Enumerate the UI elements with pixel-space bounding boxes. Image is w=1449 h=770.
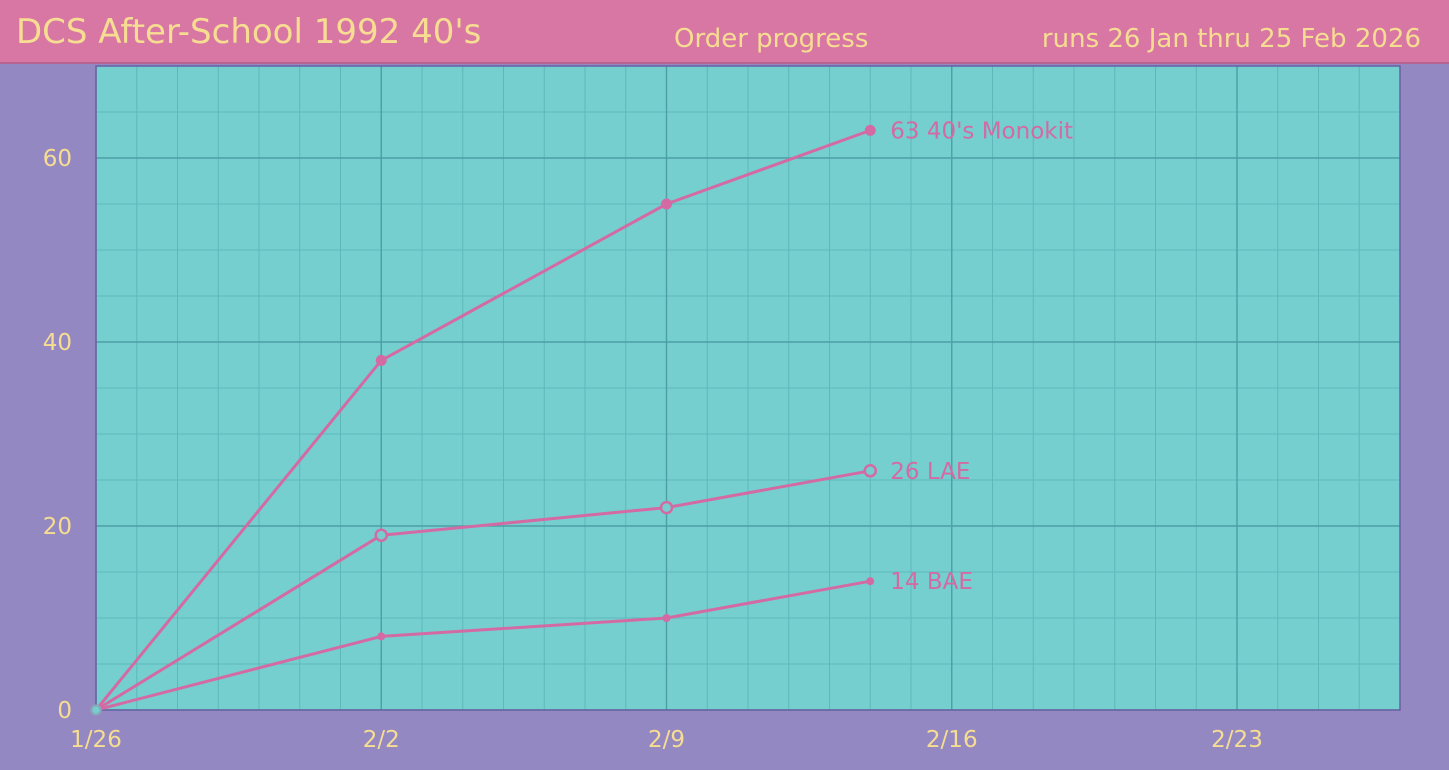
major-grid — [95, 65, 1401, 711]
x-tick-label: 2/23 — [1211, 727, 1263, 753]
series-line — [95, 579, 871, 712]
origin-point — [90, 704, 102, 716]
data-point — [374, 528, 388, 542]
series-layer: 63 40's Monokit 26 LAE 14 BAE — [90, 118, 1073, 716]
data-point — [661, 198, 672, 210]
x-tick-label: 2/2 — [363, 727, 400, 753]
data-point — [662, 614, 671, 622]
y-tick-label: 60 — [43, 146, 72, 172]
chart-header: DCS After-School 1992 40's Order progres… — [0, 0, 1449, 64]
series-line — [95, 469, 871, 712]
series-end-label: 63 40's Monokit — [890, 118, 1073, 144]
data-point — [866, 577, 875, 586]
series-lae: 26 LAE — [90, 459, 970, 716]
data-point — [864, 124, 876, 136]
series-bae: 14 BAE — [90, 569, 973, 716]
y-tick-label: 0 — [57, 698, 72, 724]
date-range-label: runs 26 Jan thru 25 Feb 2026 — [1041, 24, 1421, 54]
plot-border — [95, 65, 1401, 711]
x-tick-label: 2/9 — [648, 727, 685, 753]
data-point — [377, 632, 386, 641]
chart-subtitle: Order progress — [674, 24, 869, 54]
series-end-label: 14 BAE — [890, 569, 973, 595]
x-tick-label: 2/16 — [926, 727, 978, 753]
data-point — [659, 500, 674, 515]
x-tick-label: 1/26 — [70, 727, 122, 753]
y-axis: 0 20 40 60 — [43, 146, 72, 724]
data-point — [863, 464, 877, 478]
series-40-s-monokit: 63 40's Monokit — [90, 118, 1073, 716]
data-point — [375, 354, 387, 366]
y-tick-label: 40 — [43, 330, 72, 356]
chart-title: DCS After-School 1992 40's — [16, 12, 482, 52]
series-line — [94, 128, 871, 711]
x-axis: 1/26 2/2 2/9 2/16 2/23 — [70, 727, 1263, 753]
series-end-label: 26 LAE — [890, 459, 970, 485]
y-tick-label: 20 — [43, 514, 72, 540]
